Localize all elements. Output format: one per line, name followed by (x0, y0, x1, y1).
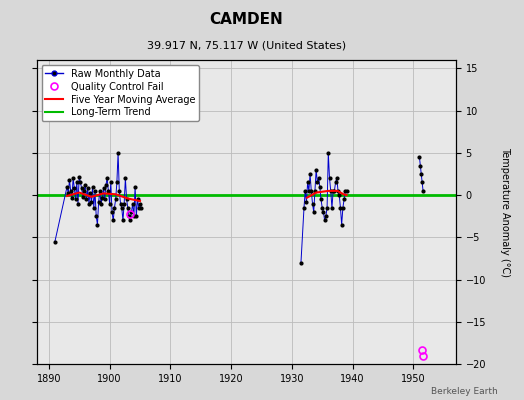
Legend: Raw Monthly Data, Quality Control Fail, Five Year Moving Average, Long-Term Tren: Raw Monthly Data, Quality Control Fail, … (41, 65, 199, 121)
Y-axis label: Temperature Anomaly (°C): Temperature Anomaly (°C) (500, 147, 510, 277)
Text: 39.917 N, 75.117 W (United States): 39.917 N, 75.117 W (United States) (147, 40, 346, 50)
Text: Berkeley Earth: Berkeley Earth (431, 387, 498, 396)
Text: CAMDEN: CAMDEN (210, 12, 283, 27)
